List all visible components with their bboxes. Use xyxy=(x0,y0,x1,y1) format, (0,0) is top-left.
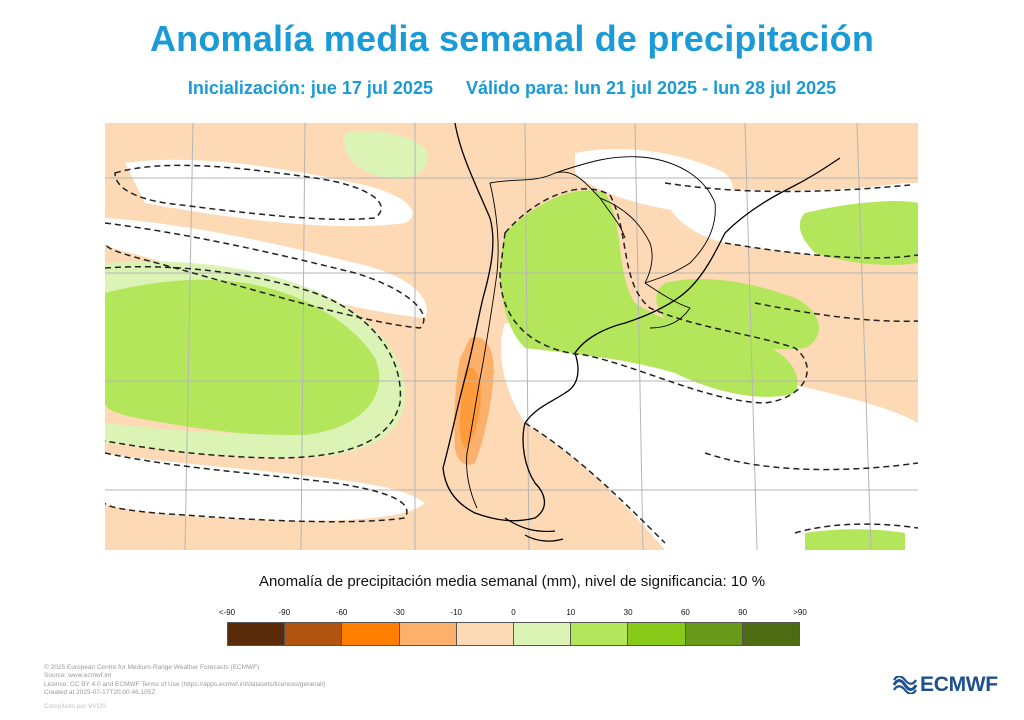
ecmwf-logo: ECMWF xyxy=(892,673,998,697)
footer-credits: © 2025 European Centre for Medium-Range … xyxy=(44,664,326,711)
legend-tick-label: 0 xyxy=(511,608,516,617)
footer-line: Source: www.ecmwf.int xyxy=(44,672,112,680)
legend-tick-label: -10 xyxy=(450,608,462,617)
border-chile-argentina xyxy=(466,182,499,509)
legend-tick-label: <-90 xyxy=(218,608,236,617)
legend-tick-label: 30 xyxy=(623,608,633,617)
map-svg xyxy=(105,123,918,550)
initialization-date: Inicialización: jue 17 jul 2025 xyxy=(187,78,433,98)
wet-anomaly-central-north xyxy=(344,131,428,179)
legend-tick-label: -90 xyxy=(278,608,291,617)
legend-tick-label: 90 xyxy=(738,608,748,617)
border-paraguay xyxy=(599,197,653,284)
wet-anomaly-south-spot xyxy=(805,529,905,550)
legend-swatch xyxy=(399,623,457,645)
page-title: Anomalía media semanal de precipitación xyxy=(149,18,875,59)
border-brazil xyxy=(554,156,716,284)
map-grid xyxy=(105,123,918,550)
legend-color-bar xyxy=(227,622,800,646)
significance-contours xyxy=(105,164,918,544)
ecmwf-logo-text: ECMWF xyxy=(920,673,998,696)
legend-tick-label: 60 xyxy=(680,608,690,617)
legend-swatch xyxy=(685,623,743,645)
subtitle: Inicialización: jue 17 jul 2025 Válido p… xyxy=(0,78,1024,99)
neutral-zone-band xyxy=(105,218,427,318)
legend-swatch xyxy=(228,623,286,645)
neutral-zone-brazil xyxy=(575,149,734,213)
medium-dry-anomaly-chile xyxy=(459,367,481,448)
legend-tick-label: -60 xyxy=(335,608,348,617)
legend-title: Anomalía de precipitación media semanal … xyxy=(258,573,766,590)
coastline-south-america xyxy=(442,123,841,522)
footer-line: © 2025 European Centre for Medium-Range … xyxy=(44,664,260,671)
valid-period: Válido para: lun 21 jul 2025 - lun 28 ju… xyxy=(465,78,837,98)
legend-swatch xyxy=(456,623,515,645)
neutral-zone-east xyxy=(501,323,918,550)
wet-anomaly-northeast xyxy=(799,201,918,265)
neutral-zone-north xyxy=(125,159,413,227)
ecmwf-logo-icon xyxy=(892,676,918,694)
legend-tick-label: -30 xyxy=(393,608,405,617)
legend-swatch xyxy=(285,623,343,645)
border-uruguay xyxy=(644,282,691,329)
wet-anomaly-uruguay xyxy=(656,278,819,350)
footer-line: Licence: CC BY 4.0 and ECMWF Terms of Us… xyxy=(44,680,326,688)
legend-tick-label: >90 xyxy=(793,608,807,617)
footer-line: Created at 2025-07-17T20:00:46.105Z xyxy=(44,688,156,696)
precipitation-anomaly-map xyxy=(105,123,918,550)
legend-swatch xyxy=(342,623,400,645)
legend-tick-label: 10 xyxy=(566,608,576,617)
legend-swatch xyxy=(571,623,629,645)
wet-anomaly-argentina xyxy=(500,190,798,397)
compiled-by: Compilado por VVOS xyxy=(44,703,107,711)
color-legend: <-90 -90 -60 -30 -10 0 10 30 60 90 >90 xyxy=(219,608,807,650)
border-bolivia xyxy=(489,171,626,239)
neutral-zone-south-ocean xyxy=(105,453,425,521)
coastline-tierra-del-fuego xyxy=(504,517,564,542)
legend-swatch xyxy=(742,623,800,645)
legend-swatch xyxy=(628,623,686,645)
legend-swatch xyxy=(514,623,572,645)
